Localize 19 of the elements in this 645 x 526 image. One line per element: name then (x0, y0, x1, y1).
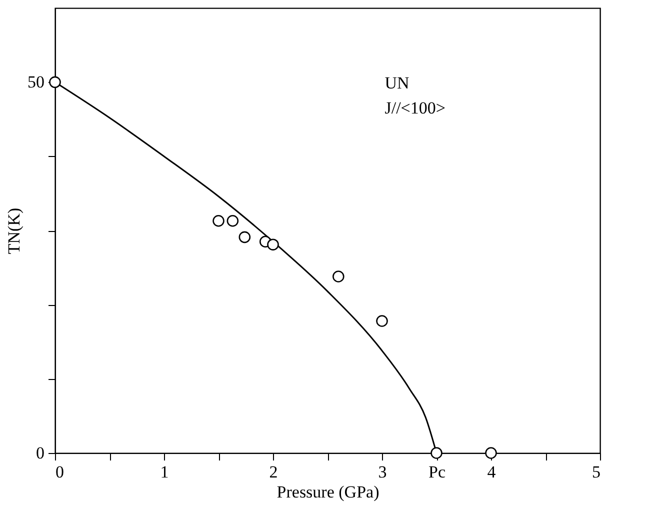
point (376, 315, 388, 327)
x-tick-label: 5 (592, 462, 600, 482)
x-tick-label: 1 (160, 462, 169, 482)
x-tick-label: Pc (428, 462, 446, 482)
x-axis-title: Pressure (GPa) (276, 482, 380, 502)
point (485, 447, 497, 459)
y-tick-label: 50 (28, 72, 44, 92)
point (226, 214, 239, 227)
point (267, 238, 279, 250)
point (332, 270, 344, 282)
y-axis-title: TN(K) (4, 208, 24, 254)
x-tick-label: 2 (269, 462, 278, 482)
x-tick-label: 3 (378, 462, 387, 482)
x-tick-label: 4 (487, 462, 496, 482)
annotation: UN (384, 74, 410, 93)
x-tick-label: 0 (56, 462, 64, 482)
point (212, 214, 224, 227)
point (238, 231, 251, 244)
annotation: J//<100> (384, 98, 446, 118)
